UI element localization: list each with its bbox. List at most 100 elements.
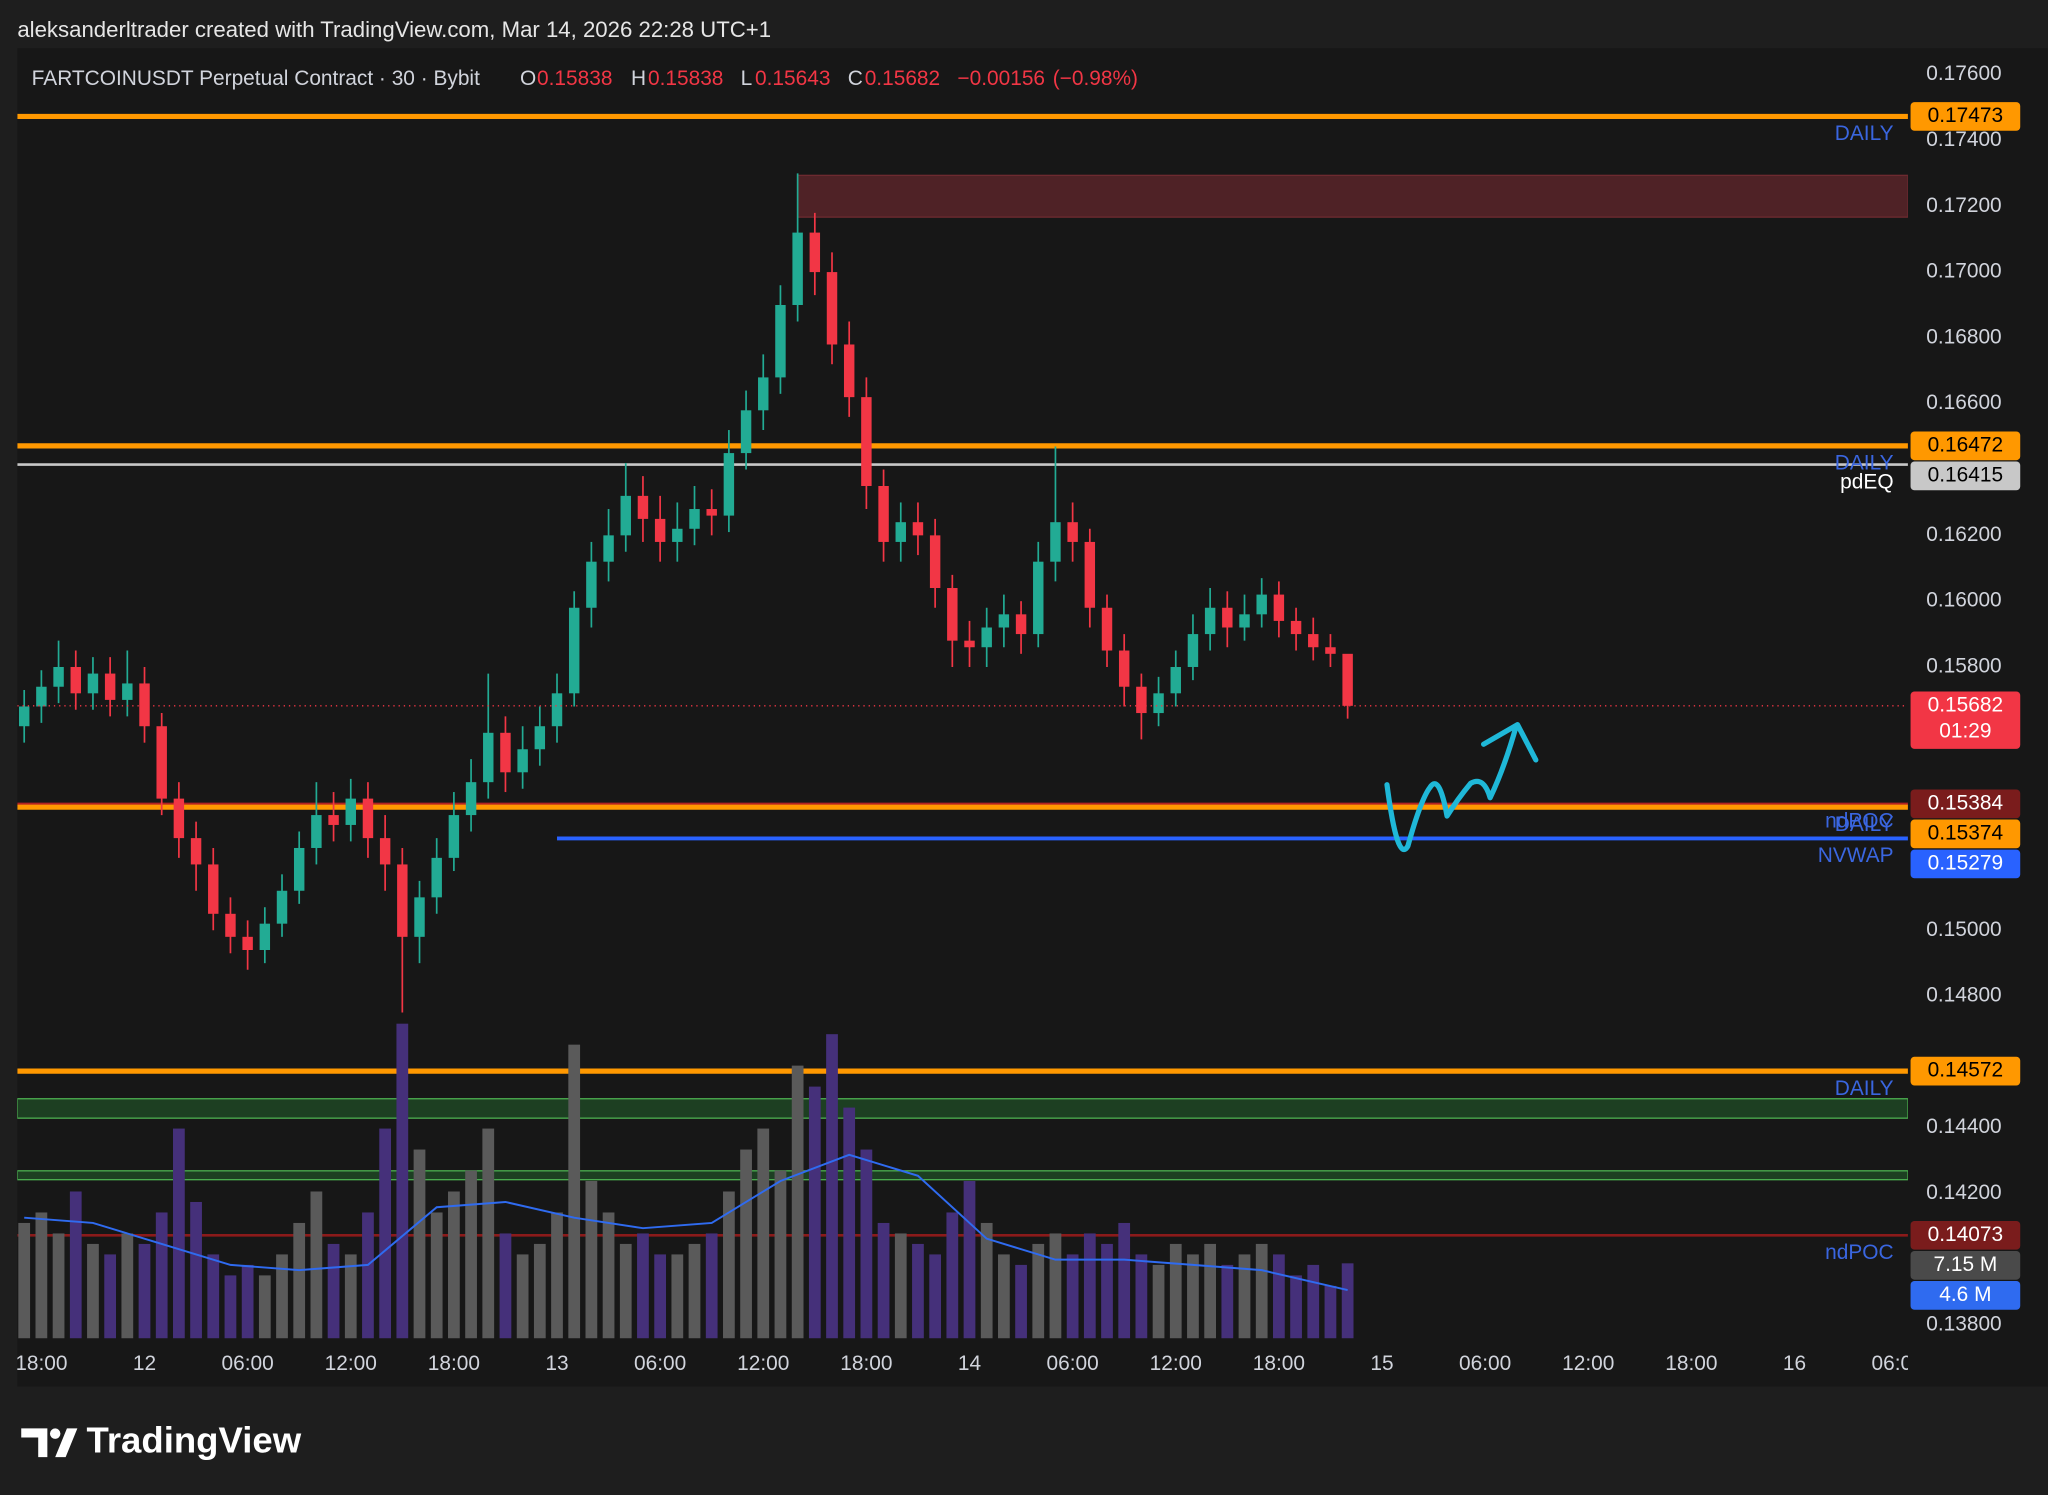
candle-body	[637, 495, 649, 519]
price-tag-label: 0.16415	[1928, 463, 2003, 486]
volume-bar	[413, 1149, 426, 1339]
volume-bar	[774, 1170, 787, 1339]
volume-bar	[482, 1128, 495, 1339]
volume-bar	[1152, 1264, 1165, 1339]
volume-bar	[946, 1212, 959, 1339]
candle-body	[1222, 607, 1233, 628]
candle-body	[87, 673, 99, 694]
y-tick-label: 0.14400	[1926, 1115, 2001, 1138]
header: aleksanderltrader created with TradingVi…	[17, 17, 771, 42]
drawing-arrow	[1384, 722, 1539, 853]
candle-body	[36, 686, 47, 707]
price-tag-label: 0.15374	[1928, 821, 2003, 844]
ohlc-value: 0.15838	[648, 67, 723, 90]
zone	[17, 1170, 1908, 1181]
volume-bar	[619, 1243, 632, 1339]
plot	[17, 113, 1908, 1339]
volume-bar	[688, 1243, 701, 1339]
candle-body	[1308, 634, 1319, 648]
candle-body	[1136, 686, 1147, 714]
candle-body	[1050, 522, 1061, 562]
ohlc-key: H	[631, 67, 646, 90]
level-name: ndPOC	[1825, 1241, 1893, 1264]
candle-body	[551, 693, 563, 727]
volume-bar	[379, 1128, 392, 1339]
volume-bar	[1135, 1254, 1148, 1339]
candle-body	[654, 518, 666, 542]
x-tick-label: 16	[1783, 1352, 1806, 1375]
volume-bar	[1032, 1243, 1045, 1339]
candle-body	[568, 607, 580, 694]
volume-bar	[963, 1181, 976, 1339]
x-tick-label: 18:00	[1253, 1352, 1305, 1375]
volume-bar	[87, 1243, 99, 1339]
volume-bar	[808, 1086, 821, 1339]
volume-bar	[396, 1023, 409, 1339]
y-tick-label: 0.13800	[1926, 1313, 2001, 1336]
volume-bar	[757, 1128, 770, 1339]
level-name: DAILY	[1835, 122, 1894, 145]
volume-bar	[568, 1044, 581, 1339]
candle-body	[70, 666, 81, 694]
volume-bar	[1273, 1254, 1285, 1339]
volume-bar	[104, 1254, 117, 1339]
level-name: NVWAP	[1818, 844, 1894, 867]
volume-bar	[344, 1254, 357, 1339]
x-tick-label: 06:00	[222, 1352, 274, 1375]
candle-body	[397, 864, 408, 937]
zone	[17, 1098, 1908, 1119]
volume-bar	[1341, 1263, 1354, 1339]
volume-bar	[1169, 1243, 1182, 1339]
level-name: pdEQ	[1840, 470, 1893, 493]
candle-body	[981, 627, 992, 648]
candle-body	[1273, 594, 1285, 621]
volume-bar	[207, 1254, 220, 1339]
y-tick-label: 0.15000	[1926, 918, 2001, 941]
volume-bar	[276, 1254, 288, 1339]
volume-bar	[1066, 1254, 1079, 1339]
level-name: DAILY	[1835, 1077, 1894, 1100]
candle-body	[414, 897, 425, 937]
candle-body	[740, 410, 752, 454]
price-tag-label: 0.14073	[1928, 1223, 2003, 1246]
price-tag-label: 0.15682	[1928, 693, 2003, 716]
chart-pane	[17, 48, 2048, 1387]
candle-body	[104, 673, 116, 700]
candle-body	[1342, 653, 1353, 706]
candle-body	[998, 614, 1010, 628]
ohlc-key: L	[741, 67, 753, 90]
candle-body	[947, 588, 958, 641]
candle-body	[964, 640, 975, 648]
volume-bar	[602, 1212, 615, 1339]
x-tick-label: 12:00	[325, 1352, 377, 1375]
volume-bar	[173, 1128, 185, 1339]
volume-bar	[912, 1243, 924, 1339]
candle-body	[276, 890, 288, 924]
candle-body	[259, 923, 271, 950]
volume-bar	[224, 1275, 237, 1339]
volume-bar	[18, 1222, 31, 1339]
volume-bar	[585, 1181, 598, 1339]
price-tag-label: 0.17473	[1928, 104, 2003, 127]
candle-body	[603, 535, 614, 562]
candle-body	[225, 913, 236, 937]
volume-bar	[1083, 1233, 1096, 1339]
candle-body	[1015, 614, 1027, 635]
candle-body	[1118, 650, 1130, 687]
volume-bar	[1015, 1264, 1027, 1339]
candle-body	[122, 683, 133, 700]
ohlc-value: 0.15643	[755, 67, 830, 90]
volume-bar	[465, 1170, 477, 1339]
price-tag-label: 0.14572	[1928, 1059, 2003, 1082]
price-tag	[1910, 102, 2021, 131]
candle-body	[895, 522, 906, 542]
price-tag	[1910, 1281, 2021, 1310]
volume-bar	[1307, 1264, 1320, 1339]
x-tick-label: 12:00	[1562, 1352, 1614, 1375]
y-tick-label: 0.17200	[1926, 194, 2001, 217]
volume-bar	[1049, 1233, 1062, 1339]
candle-body	[672, 528, 683, 542]
candle-body	[242, 936, 253, 950]
volume-ma-line	[24, 1153, 1348, 1292]
